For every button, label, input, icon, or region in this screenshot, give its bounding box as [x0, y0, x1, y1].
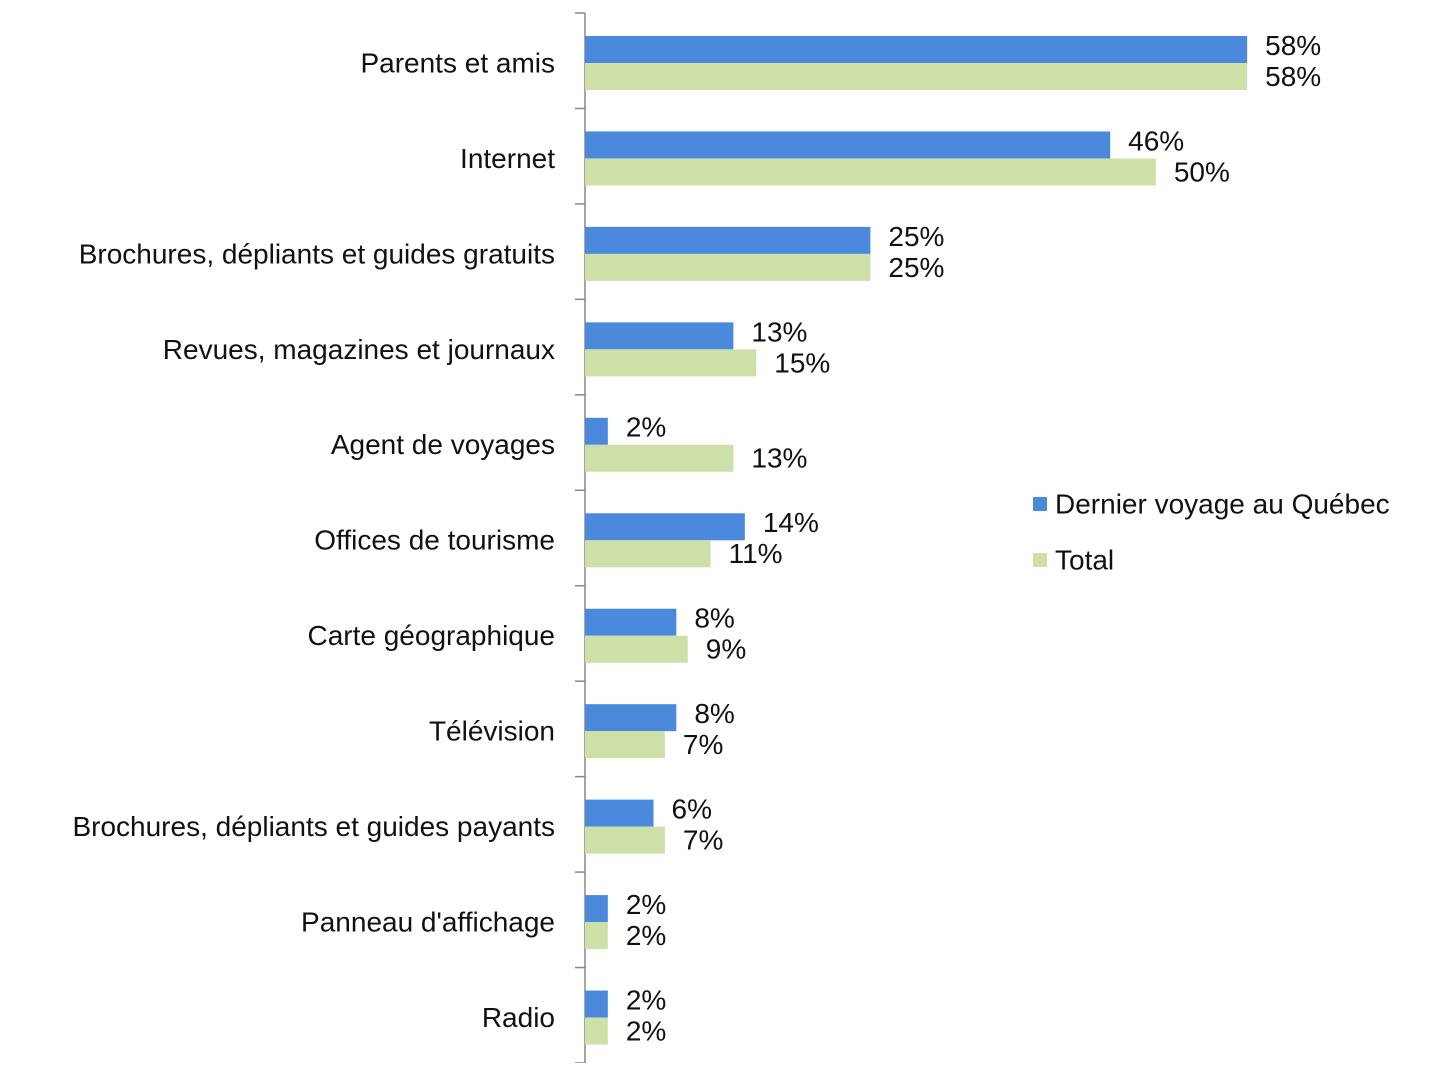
value-label: 14%: [763, 507, 819, 538]
value-label: 13%: [751, 443, 807, 474]
category-label: Télévision: [429, 716, 555, 747]
legend-swatch: [1033, 553, 1047, 567]
category-label: Revues, magazines et journaux: [163, 334, 555, 365]
bar: [585, 1017, 608, 1045]
value-label: 9%: [706, 634, 746, 665]
category-label: Brochures, dépliants et guides payants: [72, 811, 555, 842]
bar: [585, 444, 734, 472]
bar: [585, 799, 654, 827]
bar: [585, 131, 1111, 159]
value-label: 6%: [672, 794, 712, 825]
value-label: 25%: [888, 252, 944, 283]
value-label: 25%: [888, 221, 944, 252]
bar: [585, 826, 665, 854]
value-label: 2%: [626, 984, 666, 1015]
bar: [585, 63, 1248, 90]
value-label: 11%: [729, 538, 783, 569]
category-label: Parents et amis: [360, 47, 555, 78]
bar: [585, 731, 665, 759]
bar: [585, 990, 608, 1018]
legend-swatch: [1033, 497, 1047, 511]
bar: [585, 635, 688, 663]
bar: [585, 608, 677, 636]
value-label: 2%: [626, 1015, 666, 1046]
bar: [585, 226, 871, 254]
category-label: Radio: [482, 1002, 555, 1033]
bar: [585, 158, 1156, 186]
value-label: 8%: [694, 698, 734, 729]
category-label: Internet: [460, 143, 555, 174]
value-label: 13%: [751, 316, 807, 347]
bar: [585, 704, 677, 732]
value-label: 2%: [626, 920, 666, 951]
value-label: 8%: [694, 603, 734, 634]
value-label: 46%: [1128, 125, 1184, 156]
category-label: Panneau d'affichage: [301, 906, 555, 937]
value-label: 2%: [626, 889, 666, 920]
category-label: Brochures, dépliants et guides gratuits: [79, 238, 555, 269]
category-label: Agent de voyages: [331, 429, 555, 460]
bar: [585, 417, 608, 445]
value-label: 7%: [683, 729, 723, 760]
value-label: 2%: [626, 412, 666, 443]
bar: [585, 895, 608, 923]
category-label: Carte géographique: [307, 620, 555, 651]
value-label: 7%: [683, 825, 723, 856]
value-label: 58%: [1265, 61, 1321, 92]
bar: [585, 322, 734, 350]
bar: [585, 922, 608, 950]
legend-label: Total: [1055, 544, 1114, 575]
value-label: 58%: [1265, 30, 1321, 61]
value-label: 15%: [774, 347, 830, 378]
category-label: Offices de tourisme: [314, 525, 555, 556]
bar: [585, 513, 745, 541]
bar: [585, 36, 1248, 63]
bar: [585, 349, 757, 377]
value-label: 50%: [1174, 156, 1230, 187]
bar: [585, 540, 711, 568]
bar: [585, 253, 871, 281]
legend-label: Dernier voyage au Québec: [1055, 488, 1390, 519]
